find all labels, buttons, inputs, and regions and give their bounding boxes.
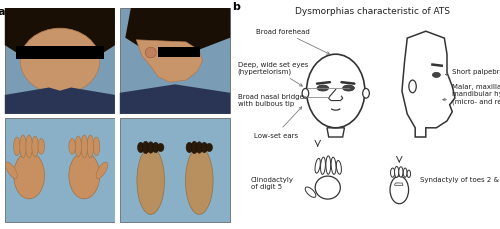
Ellipse shape (404, 168, 407, 177)
Polygon shape (5, 9, 115, 60)
Text: a: a (0, 7, 6, 17)
Ellipse shape (14, 153, 44, 199)
Polygon shape (126, 9, 230, 53)
Bar (158, 47, 200, 58)
Ellipse shape (432, 73, 440, 78)
Ellipse shape (362, 89, 370, 99)
Ellipse shape (302, 89, 308, 99)
Text: Broad nasal bridge
with bulbous tip: Broad nasal bridge with bulbous tip (238, 93, 306, 106)
Text: Syndactyly of toes 2 & 3: Syndactyly of toes 2 & 3 (420, 176, 500, 182)
Ellipse shape (26, 135, 32, 158)
Text: Clinodactyly
of digit 5: Clinodactyly of digit 5 (251, 176, 294, 189)
Polygon shape (402, 32, 455, 137)
Ellipse shape (32, 136, 38, 157)
Ellipse shape (320, 158, 326, 174)
Ellipse shape (20, 29, 100, 94)
Ellipse shape (96, 162, 108, 179)
Ellipse shape (399, 167, 403, 177)
Ellipse shape (409, 81, 416, 93)
Text: b: b (232, 2, 240, 12)
Ellipse shape (390, 176, 408, 204)
Ellipse shape (20, 135, 26, 158)
Polygon shape (394, 183, 403, 185)
Ellipse shape (14, 137, 20, 156)
Bar (16, 47, 104, 60)
Ellipse shape (390, 168, 395, 177)
Ellipse shape (191, 142, 198, 154)
Ellipse shape (6, 162, 18, 179)
Text: Broad forehead: Broad forehead (256, 29, 330, 55)
Ellipse shape (201, 143, 207, 153)
Ellipse shape (137, 147, 164, 215)
Ellipse shape (152, 143, 159, 153)
Ellipse shape (407, 170, 410, 178)
Ellipse shape (148, 142, 154, 153)
Ellipse shape (196, 142, 202, 153)
Ellipse shape (69, 153, 100, 199)
Ellipse shape (306, 55, 365, 128)
Ellipse shape (81, 135, 87, 158)
Ellipse shape (305, 187, 316, 198)
Text: Deep, wide set eyes
(hypertelorism): Deep, wide set eyes (hypertelorism) (238, 61, 308, 87)
Ellipse shape (87, 135, 94, 158)
Ellipse shape (142, 142, 149, 154)
Ellipse shape (317, 86, 328, 92)
Text: Malar, maxillary and
mandibular hypoplasia
(micro- and retrognathia): Malar, maxillary and mandibular hypoplas… (442, 84, 500, 105)
Ellipse shape (315, 159, 320, 173)
Polygon shape (120, 85, 230, 114)
FancyBboxPatch shape (120, 9, 230, 114)
Ellipse shape (342, 86, 354, 92)
Polygon shape (327, 128, 344, 137)
FancyBboxPatch shape (5, 119, 115, 222)
Ellipse shape (186, 143, 192, 153)
Ellipse shape (331, 158, 336, 174)
Ellipse shape (75, 136, 82, 157)
FancyBboxPatch shape (120, 119, 230, 222)
Ellipse shape (69, 139, 75, 155)
FancyBboxPatch shape (5, 9, 115, 114)
Ellipse shape (38, 139, 44, 155)
Polygon shape (5, 88, 115, 114)
Polygon shape (136, 41, 202, 83)
Text: Low-set ears: Low-set ears (254, 107, 302, 138)
Ellipse shape (158, 144, 164, 152)
Ellipse shape (186, 147, 213, 215)
Ellipse shape (138, 143, 144, 153)
Ellipse shape (93, 137, 100, 156)
Ellipse shape (336, 161, 342, 174)
Ellipse shape (394, 167, 399, 178)
Text: Short palpebral fissures: Short palpebral fissures (445, 68, 500, 76)
Ellipse shape (145, 48, 156, 59)
Ellipse shape (326, 156, 330, 174)
Ellipse shape (315, 176, 340, 199)
Text: Dysmorphias characteristic of ATS: Dysmorphias characteristic of ATS (296, 7, 450, 16)
Ellipse shape (206, 144, 212, 152)
